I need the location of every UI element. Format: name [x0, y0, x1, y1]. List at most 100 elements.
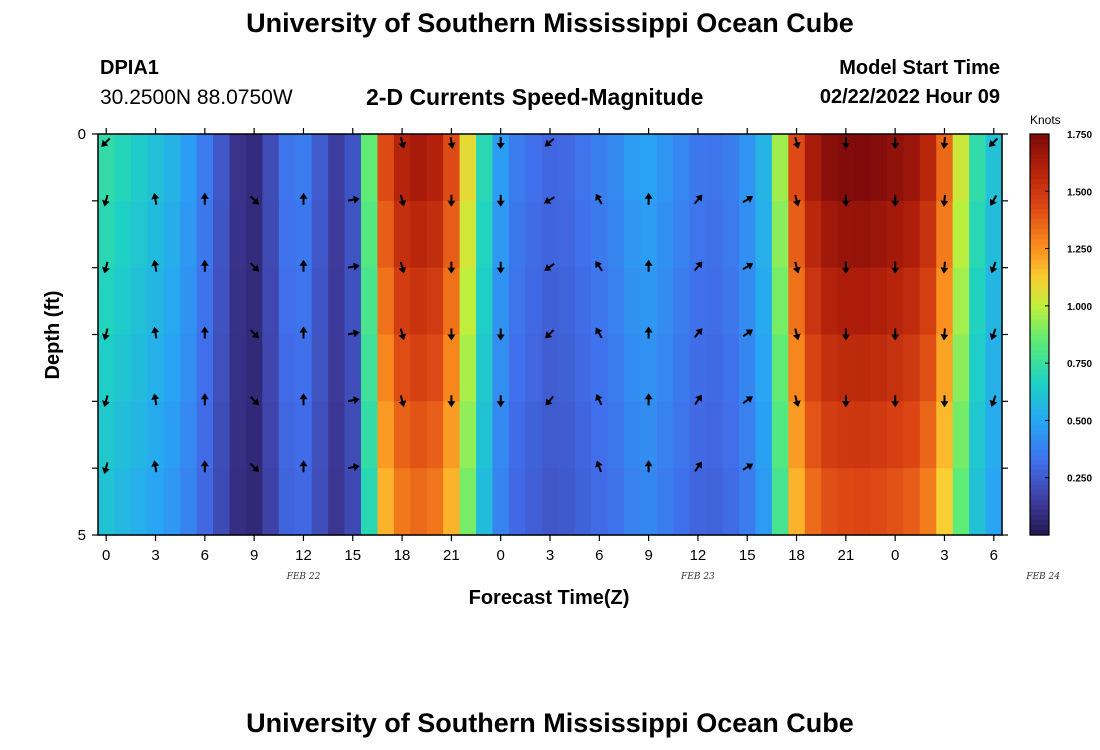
heatmap-cell — [722, 468, 740, 536]
heatmap-cell — [919, 134, 937, 202]
heatmap-cell — [262, 334, 280, 402]
heatmap-cell — [311, 468, 329, 536]
currents-heatmap-chart: 0 3 6 9 12 15 18 21 0 3 6 9 12 15 18 21 0 3 6 FEB 22 FEB 23 F… — [42, 113, 1092, 609]
heatmap-cell — [837, 267, 855, 336]
heatmap-cell — [969, 267, 987, 336]
heatmap-cell — [459, 468, 477, 536]
colorbar-segment — [1030, 504, 1049, 511]
current-arrow — [988, 137, 999, 147]
colorbar-segment — [1030, 174, 1049, 180]
current-arrow — [792, 194, 801, 207]
date-label: FEB 23 — [680, 572, 715, 582]
heatmap-cell — [328, 134, 346, 202]
colorbar-segment — [1030, 374, 1049, 381]
station-coords: 30.2500N 88.0750W — [100, 86, 293, 109]
heatmap-cell — [377, 468, 395, 536]
heatmap-cell — [755, 134, 773, 202]
heatmap-cell — [328, 468, 346, 536]
colorbar-segment — [1030, 264, 1049, 270]
colorbar-segment — [1030, 379, 1049, 386]
colorbar-segment — [1030, 154, 1049, 160]
heatmap-cell — [295, 401, 313, 469]
heatmap-cell — [130, 334, 148, 402]
colorbar-segment — [1030, 234, 1049, 240]
current-arrow — [940, 194, 949, 207]
model-start-value: 02/22/2022 Hour 09 — [819, 86, 1000, 108]
y-tick-label: 5 — [78, 527, 86, 544]
current-arrow — [545, 395, 554, 406]
colorbar-segment — [1030, 529, 1049, 536]
heatmap-cell — [130, 401, 148, 469]
current-arrow — [102, 395, 110, 408]
heatmap-cell — [426, 200, 444, 269]
colorbar-segment — [1030, 239, 1049, 245]
heatmap-cell — [278, 200, 296, 269]
current-arrow — [940, 395, 949, 408]
current-arrow — [447, 194, 456, 207]
heatmap-cell — [837, 134, 855, 202]
heatmap-cell — [213, 134, 231, 202]
colorbar-segment — [1030, 279, 1049, 285]
heatmap-cell — [755, 267, 773, 336]
heatmap-cell — [311, 200, 329, 269]
heatmap-cell — [311, 334, 329, 402]
date-label: FEB 22 — [286, 572, 321, 582]
heatmap-cell — [837, 334, 855, 402]
heatmap-cell — [969, 134, 987, 202]
heatmap-cell — [673, 468, 691, 536]
current-arrow — [841, 261, 850, 274]
heatmap-cell — [870, 134, 888, 202]
heatmap-cell — [147, 200, 165, 269]
colorbar-segment — [1030, 484, 1049, 491]
heatmap-cell — [640, 267, 658, 336]
heatmap-cell — [607, 134, 625, 202]
station-id: DPIA1 — [100, 57, 159, 79]
current-arrow — [694, 461, 702, 472]
x-tick-label: 18 — [394, 547, 411, 564]
heatmap-cell — [969, 334, 987, 402]
x-tick-label: 15 — [344, 547, 361, 564]
current-arrow — [398, 395, 407, 408]
heatmap-cell — [640, 334, 658, 402]
heatmap-cell — [952, 334, 970, 402]
heatmap-cell — [591, 134, 609, 202]
heatmap-cell — [870, 200, 888, 269]
heatmap-cell — [229, 334, 247, 402]
heatmap-cell — [393, 267, 411, 336]
current-arrow — [447, 136, 456, 149]
heatmap-cell — [180, 401, 198, 469]
heatmap-cell — [344, 334, 362, 402]
colorbar-segment — [1030, 359, 1049, 366]
current-arrow — [989, 328, 998, 341]
heatmap-cell — [508, 267, 526, 336]
current-arrow — [545, 329, 555, 339]
heatmap-cell — [443, 134, 461, 202]
heatmap-cell — [147, 134, 165, 202]
heatmap-cell — [689, 468, 707, 536]
heatmap-cell — [262, 401, 280, 469]
heatmap-cell — [837, 401, 855, 469]
current-arrow — [891, 194, 900, 207]
heatmap-cell — [936, 267, 954, 336]
heatmap-cell — [936, 134, 954, 202]
current-arrow — [447, 395, 456, 408]
colorbar-segment — [1030, 189, 1049, 195]
current-arrow — [101, 137, 111, 147]
current-arrow — [347, 329, 360, 338]
heatmap-cell — [163, 334, 181, 402]
heatmap-cell — [476, 334, 494, 402]
heatmap-cell — [410, 468, 428, 536]
heatmap-cell — [623, 267, 641, 336]
heatmap-cell — [854, 134, 872, 202]
colorbar-segment — [1030, 214, 1049, 220]
heatmap-cell — [689, 401, 707, 469]
colorbar-segment — [1030, 384, 1049, 391]
heatmap-cell — [443, 334, 461, 402]
colorbar-segment — [1030, 364, 1049, 371]
heatmap-cell — [213, 200, 231, 269]
heatmap-cell — [591, 267, 609, 336]
heatmap-cell — [919, 200, 937, 269]
colorbar-segment — [1030, 204, 1049, 210]
heatmap-cell — [295, 267, 313, 336]
heatmap-cell — [821, 468, 839, 536]
